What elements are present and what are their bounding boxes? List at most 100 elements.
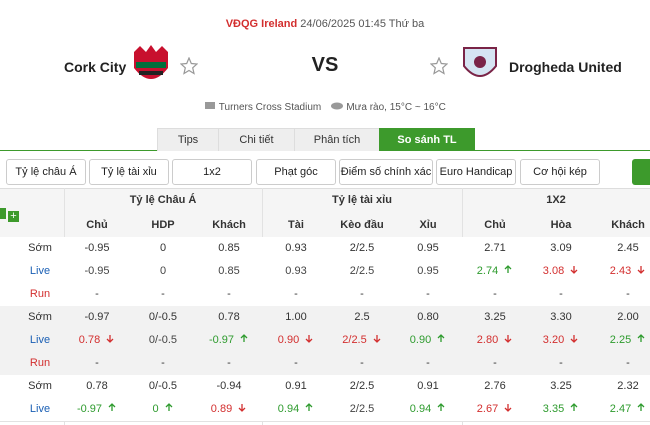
odds-cell: - xyxy=(196,352,262,375)
odds-cell: 3.35 xyxy=(528,398,594,421)
odds-cell: 1.00 xyxy=(263,306,329,329)
tab[interactable]: Chi tiết xyxy=(218,128,295,151)
odds-cell: 0.95 xyxy=(395,260,461,283)
tab[interactable]: Tips xyxy=(157,128,219,151)
arrow-up xyxy=(165,403,173,411)
arrow-down xyxy=(106,335,114,343)
odds-cell: 0.94 xyxy=(263,398,329,421)
odds-value: 0/-0.5 xyxy=(148,311,178,323)
match-info: VĐQG Ireland 24/06/2025 01:45 Thứ ba xyxy=(0,18,650,30)
favorite-star[interactable] xyxy=(430,57,448,75)
odds-value: - xyxy=(426,288,430,300)
odds-cell: 0 xyxy=(130,398,196,421)
filter-button[interactable]: 1x2 xyxy=(172,159,252,185)
home-logo xyxy=(134,45,168,79)
favorite-star[interactable] xyxy=(180,57,198,75)
odds-cell: 2.67 xyxy=(462,398,528,421)
odds-value: 2/2.5 xyxy=(349,403,375,415)
odds-value: 2.47 xyxy=(609,403,632,415)
odds-cell: 2/2.5 xyxy=(329,329,395,352)
odds-cell: 2.80 xyxy=(462,329,528,352)
odds-cell: 0.85 xyxy=(196,260,262,283)
odds-value: -0.94 xyxy=(216,380,242,392)
odds-value: 0.93 xyxy=(285,265,307,277)
vs: VS xyxy=(311,54,339,76)
odds-value: -0.95 xyxy=(84,265,110,277)
odds-value: 0.93 xyxy=(285,242,307,254)
arrow-up xyxy=(108,403,116,411)
odds-value: 3.20 xyxy=(542,334,565,346)
group-header: Tỷ lệ tài xỉu xyxy=(332,194,392,206)
filter-button[interactable]: Điểm số chính xác xyxy=(339,159,433,185)
odds-cell: 2/2.5 xyxy=(329,375,395,398)
odds-cell: 0.91 xyxy=(263,375,329,398)
odds-value: - xyxy=(426,357,430,369)
odds-cell: 2.71 xyxy=(462,237,528,260)
odds-cell: 2/2.5 xyxy=(329,260,395,283)
tab[interactable]: So sánh TL xyxy=(379,128,475,151)
odds-cell: - xyxy=(528,352,594,375)
odds-value: 2/2.5 xyxy=(349,265,375,277)
odds-cell: 2.47 xyxy=(595,398,650,421)
column-header: Kèo đầu xyxy=(340,219,384,231)
filter-button[interactable]: Euro Handicap xyxy=(436,159,516,185)
odds-value: 0/-0.5 xyxy=(148,334,178,346)
filter-more[interactable] xyxy=(632,159,650,185)
odds-cell: 0/-0.5 xyxy=(130,329,196,352)
odds-cell: 3.30 xyxy=(528,306,594,329)
odds-cell: -0.95 xyxy=(64,237,130,260)
odds-cell: 2/2.5 xyxy=(329,237,395,260)
row-label: Sớm xyxy=(28,380,52,392)
odds-value: 2.67 xyxy=(476,403,499,415)
arrow-up xyxy=(504,265,512,273)
odds-value: - xyxy=(626,357,630,369)
odds-cell: 0.94 xyxy=(395,398,461,421)
expand-buttons[interactable]: + xyxy=(0,208,20,222)
odds-value: 2.80 xyxy=(476,334,499,346)
filter-button[interactable]: Cơ hội kép xyxy=(520,159,600,185)
odds-value: 3.25 xyxy=(484,311,506,323)
odds-cell: 3.25 xyxy=(528,375,594,398)
odds-cell: 3.20 xyxy=(528,329,594,352)
odds-value: 3.35 xyxy=(542,403,565,415)
odds-value: 0/-0.5 xyxy=(148,380,178,392)
odds-cell: 3.08 xyxy=(528,260,594,283)
odds-value: 0.94 xyxy=(277,403,300,415)
arrow-down xyxy=(373,335,381,343)
home-team[interactable]: Cork City xyxy=(64,59,127,75)
odds-cell: -0.97 xyxy=(64,306,130,329)
odds-cell: 0.91 xyxy=(395,375,461,398)
odds-value: 0.78 xyxy=(78,334,101,346)
filter-button[interactable]: Tỷ lệ châu Á xyxy=(6,159,86,185)
odds-cell: 2.45 xyxy=(595,237,650,260)
row-label: Live xyxy=(29,334,51,346)
odds-value: 2.32 xyxy=(617,380,639,392)
column-header: HDP xyxy=(151,219,175,231)
arrow-down xyxy=(504,335,512,343)
tab[interactable]: Phân tích xyxy=(294,128,380,151)
venue: Turners Cross Stadium xyxy=(218,102,322,113)
away-team[interactable]: Drogheda United xyxy=(509,59,622,75)
odds-cell: 2.43 xyxy=(595,260,650,283)
odds-value: - xyxy=(559,357,563,369)
column-header: Khách xyxy=(611,219,645,231)
league[interactable]: VĐQG Ireland xyxy=(225,18,298,30)
arrow-down xyxy=(504,404,512,412)
odds-cell: - xyxy=(329,283,395,306)
filter-button[interactable]: Phạt góc xyxy=(256,159,336,185)
odds-cell: - xyxy=(595,283,650,306)
odds-cell: 0/-0.5 xyxy=(130,306,196,329)
arrow-down xyxy=(305,335,313,343)
odds-value: - xyxy=(360,288,364,300)
arrow-up xyxy=(437,403,445,411)
block-bg xyxy=(0,237,650,307)
row-label: Run xyxy=(29,357,51,369)
arrow-up xyxy=(637,403,645,411)
odds-value: - xyxy=(493,288,497,300)
arrow-up xyxy=(637,334,645,342)
venue-line: Turners Cross Stadium Mưa rào, 15°C ~ 16… xyxy=(0,100,650,113)
filter-button[interactable]: Tỷ lệ tài xỉu xyxy=(89,159,169,185)
odds-cell: -0.94 xyxy=(196,375,262,398)
odds-table: + Tỷ lệ Châu Á Tỷ lệ tài xỉu 1X2 Chủ HDP Khách… xyxy=(0,188,650,425)
